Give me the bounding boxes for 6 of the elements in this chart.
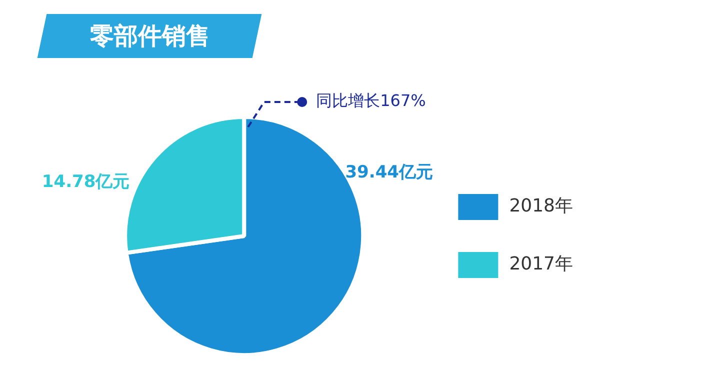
text: 同比增长167% xyxy=(316,91,426,110)
data-label: 14.78亿元 xyxy=(42,172,130,192)
data-label: 39.44亿元 xyxy=(345,162,433,182)
chart-title: 零部件销售 xyxy=(90,21,210,52)
legend-label: 2017年 xyxy=(509,254,574,275)
legend-label: 2018年 xyxy=(509,196,574,217)
